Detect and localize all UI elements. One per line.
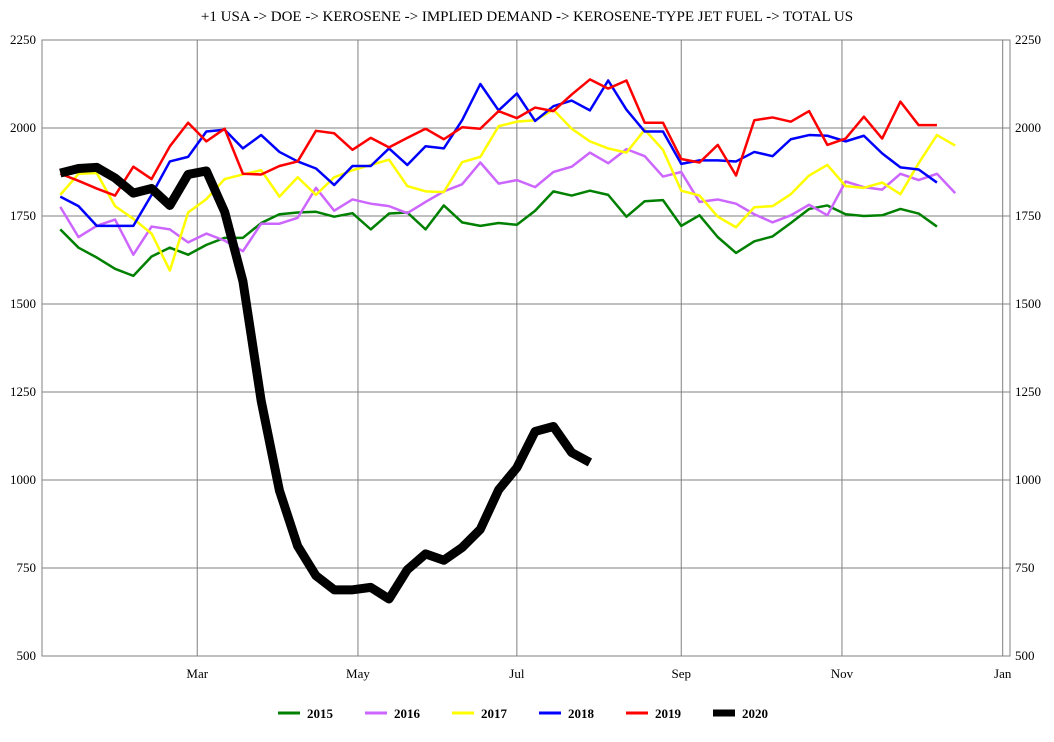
legend-label-2020: 2020 bbox=[742, 706, 768, 721]
series-line-2017 bbox=[59, 108, 956, 272]
grid bbox=[41, 39, 1011, 657]
series-line-2015 bbox=[59, 189, 938, 278]
y-tick-label-right: 500 bbox=[1015, 648, 1035, 663]
legend-label-2015: 2015 bbox=[307, 706, 334, 721]
x-tick-label: May bbox=[346, 666, 370, 681]
x-tick-label: Nov bbox=[831, 666, 854, 681]
y-tick-label-right: 2250 bbox=[1015, 32, 1041, 47]
legend-label-2016: 2016 bbox=[394, 706, 421, 721]
x-tick-label: Mar bbox=[186, 666, 208, 681]
series-line-2016 bbox=[59, 147, 957, 256]
left-y-axis-labels: 500 750 1000 1250 1500 1750 2000 2250 bbox=[10, 32, 36, 663]
chart-title: +1 USA -> DOE -> KEROSENE -> IMPLIED DEM… bbox=[201, 9, 853, 25]
y-tick-label-right: 2000 bbox=[1015, 120, 1041, 135]
series-line-2019 bbox=[59, 78, 937, 197]
y-tick-label-right: 750 bbox=[1015, 560, 1035, 575]
y-tick-label-left: 2000 bbox=[10, 120, 36, 135]
legend-label-2017: 2017 bbox=[481, 706, 508, 721]
y-tick-label-right: 1500 bbox=[1015, 296, 1041, 311]
series-lines bbox=[59, 78, 957, 604]
x-axis-labels: Mar May Jul Sep Nov Jan bbox=[186, 666, 1011, 681]
x-tick-label: Sep bbox=[671, 666, 691, 681]
y-tick-label-left: 500 bbox=[17, 648, 37, 663]
legend: 2015 2016 2017 2018 2019 2020 bbox=[278, 706, 768, 721]
x-tick-label: Jul bbox=[509, 666, 525, 681]
y-tick-label-left: 1000 bbox=[10, 472, 36, 487]
y-tick-label-right: 1250 bbox=[1015, 384, 1041, 399]
y-tick-label-left: 1750 bbox=[10, 208, 36, 223]
y-tick-label-right: 1000 bbox=[1015, 472, 1041, 487]
x-tick-label: Jan bbox=[994, 666, 1012, 681]
y-tick-label-left: 1500 bbox=[10, 296, 36, 311]
series-line-2020 bbox=[59, 162, 593, 604]
y-tick-label-left: 2250 bbox=[10, 32, 36, 47]
y-tick-label-left: 1250 bbox=[10, 384, 36, 399]
right-y-axis-labels: 500 750 1000 1250 1500 1750 2000 2250 bbox=[1015, 32, 1041, 663]
y-tick-label-right: 1750 bbox=[1015, 208, 1041, 223]
plot-frame bbox=[41, 39, 1011, 657]
series-line-2018 bbox=[59, 79, 938, 228]
legend-label-2018: 2018 bbox=[568, 706, 595, 721]
y-tick-label-left: 750 bbox=[17, 560, 37, 575]
legend-label-2019: 2019 bbox=[655, 706, 682, 721]
